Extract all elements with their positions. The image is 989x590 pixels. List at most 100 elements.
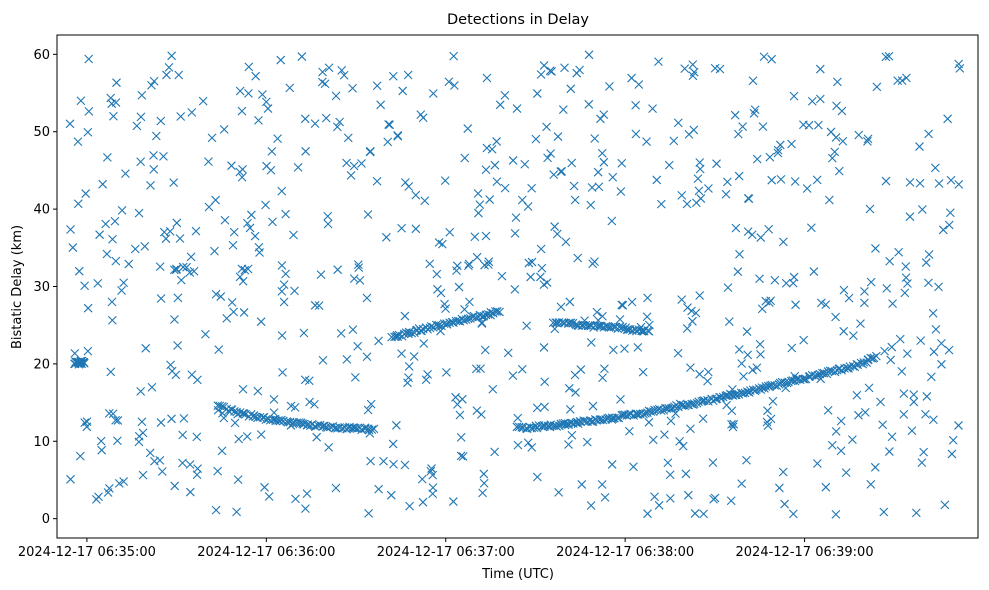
y-tick-label: 30: [33, 280, 50, 295]
detection-point: [694, 186, 704, 196]
detection-point: [775, 140, 785, 150]
detection-point: [213, 466, 223, 476]
detection-point: [156, 294, 166, 303]
detection-point: [763, 421, 773, 431]
detection-point: [449, 51, 459, 61]
detection-point: [917, 458, 927, 467]
detection-point: [362, 293, 372, 303]
detection-point: [776, 175, 786, 184]
detection-point: [852, 390, 862, 400]
detection-point: [540, 377, 550, 387]
detection-point: [669, 136, 679, 146]
detection-point: [683, 490, 693, 500]
detection-point: [312, 432, 322, 442]
detection-point: [171, 370, 181, 380]
detection-point: [204, 157, 213, 166]
detection-point: [357, 159, 366, 168]
detection-point: [755, 339, 765, 349]
detection-point: [268, 217, 277, 227]
detection-point: [638, 367, 648, 377]
detection-point: [91, 494, 101, 504]
detection-point: [111, 415, 120, 425]
detection-point: [870, 462, 880, 472]
detection-point: [947, 449, 957, 459]
detection-point: [434, 320, 444, 330]
detection-point: [138, 470, 148, 480]
detection-point: [905, 178, 915, 187]
detection-point: [774, 483, 784, 493]
detection-point: [243, 264, 253, 274]
detection-point: [463, 314, 473, 324]
chart-title: Detections in Delay: [447, 12, 589, 28]
detection-point: [366, 456, 375, 466]
detection-point: [588, 259, 598, 269]
detection-point: [864, 383, 874, 393]
detection-point: [235, 167, 245, 177]
detection-point: [759, 52, 769, 62]
detection-point: [799, 335, 809, 345]
detection-point: [915, 178, 925, 188]
x-tick-label: 2024-12-17 06:39:00: [736, 545, 874, 560]
detection-point: [552, 422, 562, 431]
detection-point: [479, 469, 489, 479]
detection-point: [460, 305, 469, 314]
detection-point: [678, 441, 688, 451]
detection-point: [219, 413, 229, 423]
detection-point: [884, 447, 894, 456]
detection-point: [799, 120, 808, 130]
detection-point: [722, 177, 732, 187]
detection-point: [926, 372, 936, 382]
detection-point: [420, 196, 430, 206]
detection-point: [924, 129, 934, 139]
detection-point: [709, 494, 718, 504]
detection-point: [176, 112, 186, 121]
detection-point: [305, 397, 314, 407]
detection-point: [426, 321, 436, 331]
detection-point: [762, 417, 772, 427]
detection-point: [954, 421, 963, 430]
detection-point: [169, 265, 179, 275]
detection-point: [737, 479, 747, 488]
detection-point: [130, 244, 140, 254]
detection-point: [546, 420, 556, 430]
detection-point: [924, 278, 933, 288]
detection-point: [513, 413, 523, 423]
detection-point: [172, 218, 182, 228]
detection-point: [601, 321, 611, 331]
detection-point: [349, 423, 359, 433]
detection-point: [688, 316, 697, 326]
detection-point: [80, 418, 90, 428]
detection-point: [76, 96, 86, 106]
detection-point: [354, 263, 364, 272]
detection-point: [566, 84, 576, 94]
detection-point: [886, 355, 896, 365]
detection-point: [250, 231, 260, 241]
detection-point: [82, 417, 92, 427]
detection-point: [394, 330, 404, 340]
detection-point: [136, 112, 146, 122]
detection-point: [744, 388, 754, 397]
detection-point: [743, 227, 753, 236]
detection-point: [149, 151, 158, 160]
detection-point: [834, 166, 844, 176]
detection-point: [166, 360, 175, 370]
detection-point: [847, 435, 857, 444]
detection-point: [798, 374, 808, 384]
detection-point: [437, 239, 447, 249]
detection-point: [917, 205, 927, 214]
detection-point: [439, 319, 449, 329]
detection-point: [827, 153, 837, 163]
detection-point: [222, 313, 232, 323]
detection-point: [627, 73, 636, 83]
detection-point: [332, 122, 342, 132]
detection-point: [263, 104, 273, 113]
detection-point: [523, 202, 533, 211]
detection-point: [216, 292, 226, 301]
detection-point: [391, 420, 401, 430]
detection-point: [455, 410, 465, 420]
detection-point: [731, 390, 741, 400]
detection-point: [372, 81, 382, 91]
detection-point: [587, 183, 597, 192]
detection-point: [251, 71, 261, 81]
detection-point: [237, 172, 247, 182]
